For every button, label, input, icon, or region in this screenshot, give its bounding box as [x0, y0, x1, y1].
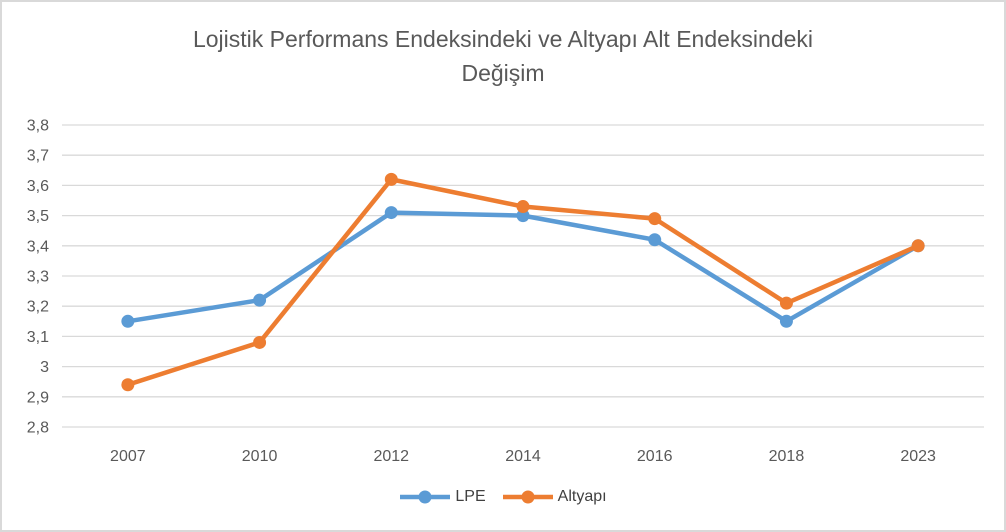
y-tick-label: 3,5 — [27, 208, 49, 225]
data-point-1-5 — [779, 296, 793, 310]
data-point-0-2 — [384, 206, 398, 220]
legend-label-lpe: LPE — [455, 488, 486, 505]
y-tick-label: 3,8 — [27, 118, 49, 135]
series-line-0 — [125, 210, 921, 324]
legend-item-lpe: LPE — [399, 488, 486, 506]
data-point-1-2 — [384, 172, 398, 186]
legend-label-altyapi: Altyapı — [557, 488, 607, 505]
y-tick-label: 3,6 — [27, 178, 49, 195]
y-tick-label: 3,4 — [27, 238, 49, 255]
data-point-0-5 — [779, 314, 793, 328]
legend-item-altyapi: Altyapı — [502, 488, 607, 506]
y-tick-label: 3,3 — [27, 269, 49, 286]
y-tick-label: 3,1 — [27, 329, 49, 346]
data-point-0-1 — [253, 293, 267, 307]
chart-legend: LPE Altyapı — [2, 488, 1004, 506]
data-point-1-4 — [648, 212, 662, 226]
y-tick-label: 3 — [40, 359, 49, 376]
chart-title: Lojistik Performans Endeksindeki ve Alty… — [2, 22, 1004, 90]
data-point-1-0 — [121, 378, 135, 392]
data-point-1-6 — [911, 239, 925, 253]
data-point-1-3 — [516, 200, 530, 214]
x-tick-label: 2023 — [900, 448, 936, 465]
altyapi-line-marker-icon — [502, 490, 553, 504]
y-tick-label: 2,8 — [27, 420, 49, 437]
y-tick-label: 2,9 — [27, 389, 49, 406]
y-tick-label: 3,7 — [27, 148, 49, 165]
lpe-line-marker-icon — [400, 490, 451, 504]
x-tick-label: 2016 — [637, 448, 673, 465]
data-point-0-3 — [516, 209, 530, 223]
x-tick-label: 2014 — [505, 448, 541, 465]
chart-title-line-1: Lojistik Performans Endeksindeki ve Alty… — [192, 26, 814, 52]
x-tick-label: 2010 — [242, 448, 278, 465]
data-point-0-4 — [648, 233, 662, 247]
x-tick-label: 2018 — [769, 448, 805, 465]
chart-title-line-2: Değişim — [461, 60, 545, 86]
x-tick-label: 2007 — [110, 448, 146, 465]
x-tick-label: 2012 — [373, 448, 409, 465]
data-point-0-0 — [121, 314, 135, 328]
data-point-1-1 — [253, 335, 267, 349]
y-tick-label: 3,2 — [27, 299, 49, 316]
